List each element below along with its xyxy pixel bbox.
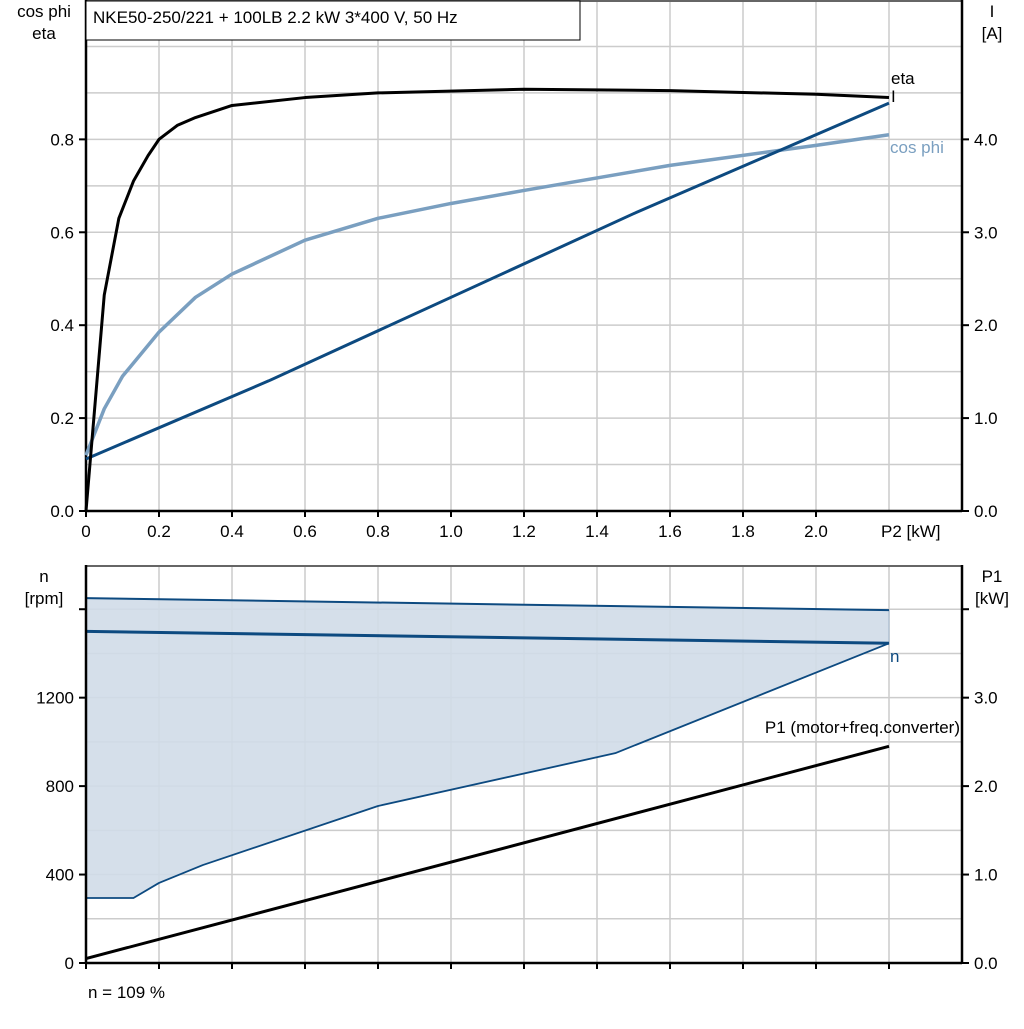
x-tick-label: 1.4 xyxy=(585,522,609,541)
right-tick-label: 1.0 xyxy=(974,409,998,428)
current-curve-label: I xyxy=(891,87,896,106)
chart-title: NKE50-250/221 + 100LB 2.2 kW 3*400 V, 50… xyxy=(93,8,458,27)
right-tick-label: 2.0 xyxy=(974,316,998,335)
speed-percent-note: n = 109 % xyxy=(88,983,165,1002)
min-speed-curve xyxy=(86,642,890,899)
right-axis-label: [A] xyxy=(982,24,1003,43)
cos-phi-curve-label: cos phi xyxy=(890,138,944,157)
left-tick-label: 0.6 xyxy=(50,223,74,242)
right-axis-label: P1 xyxy=(982,567,1003,586)
left-axis-label: eta xyxy=(32,24,56,43)
x-tick-label: 0 xyxy=(81,522,90,541)
top-plot: 0 0.2 0.4 0.6 0.8 1.0 1.2 1.4 1.6 1.8 2.0 P2 [kW] 0.… xyxy=(17,0,1002,541)
p1-curve xyxy=(85,744,890,961)
bottom-plot: 0 400 800 1200 0.0 1.0 2.0 3.0 n [rpm] P1 [kW] n P1 (… xyxy=(25,565,1009,973)
left-tick-label: 0.4 xyxy=(50,316,74,335)
right-tick-label: 1.0 xyxy=(974,866,998,885)
right-tick-label: 0.0 xyxy=(974,502,998,521)
left-tick-label: 0.8 xyxy=(50,130,74,149)
left-tick-label: 0.2 xyxy=(50,409,74,428)
left-tick-label: 0 xyxy=(65,954,74,973)
speed-curve-label: n xyxy=(890,647,899,666)
left-axis-label: n xyxy=(39,567,48,586)
left-tick-label: 1200 xyxy=(36,689,74,708)
right-tick-label: 3.0 xyxy=(974,689,998,708)
x-tick-label: 1.2 xyxy=(512,522,536,541)
left-tick-label: 0.0 xyxy=(50,502,74,521)
right-tick-label: 0.0 xyxy=(974,954,998,973)
x-tick-label: 0.4 xyxy=(220,522,244,541)
x-tick-label: 0.2 xyxy=(147,522,171,541)
right-tick-label: 2.0 xyxy=(974,777,998,796)
x-tick-label: 1.8 xyxy=(731,522,755,541)
current-curve xyxy=(85,101,890,461)
left-tick-label: 800 xyxy=(46,777,74,796)
cos-phi-curve xyxy=(84,132,890,456)
right-axis-label: [kW] xyxy=(975,589,1009,608)
x-tick-label: 2.0 xyxy=(804,522,828,541)
eta-curve xyxy=(84,87,890,512)
p1-curve-label: P1 (motor+freq.converter) xyxy=(765,718,960,737)
right-tick-label: 4.0 xyxy=(974,130,998,149)
left-tick-label: 400 xyxy=(46,866,74,885)
eta-curve-label: eta xyxy=(891,69,915,88)
right-tick-label: 3.0 xyxy=(974,223,998,242)
x-tick-label: 0.6 xyxy=(293,522,317,541)
x-axis-label: P2 [kW] xyxy=(881,522,941,541)
x-tick-label: 1.6 xyxy=(658,522,682,541)
x-tick-label: 1.0 xyxy=(439,522,463,541)
right-axis-label: I xyxy=(990,2,995,21)
left-axis-label: [rpm] xyxy=(25,589,64,608)
x-tick-label: 0.8 xyxy=(366,522,390,541)
speed-curve xyxy=(85,629,890,645)
title-box: NKE50-250/221 + 100LB 2.2 kW 3*400 V, 50… xyxy=(85,0,581,41)
left-axis-label: cos phi xyxy=(17,2,71,21)
max-speed-curve xyxy=(85,597,890,612)
